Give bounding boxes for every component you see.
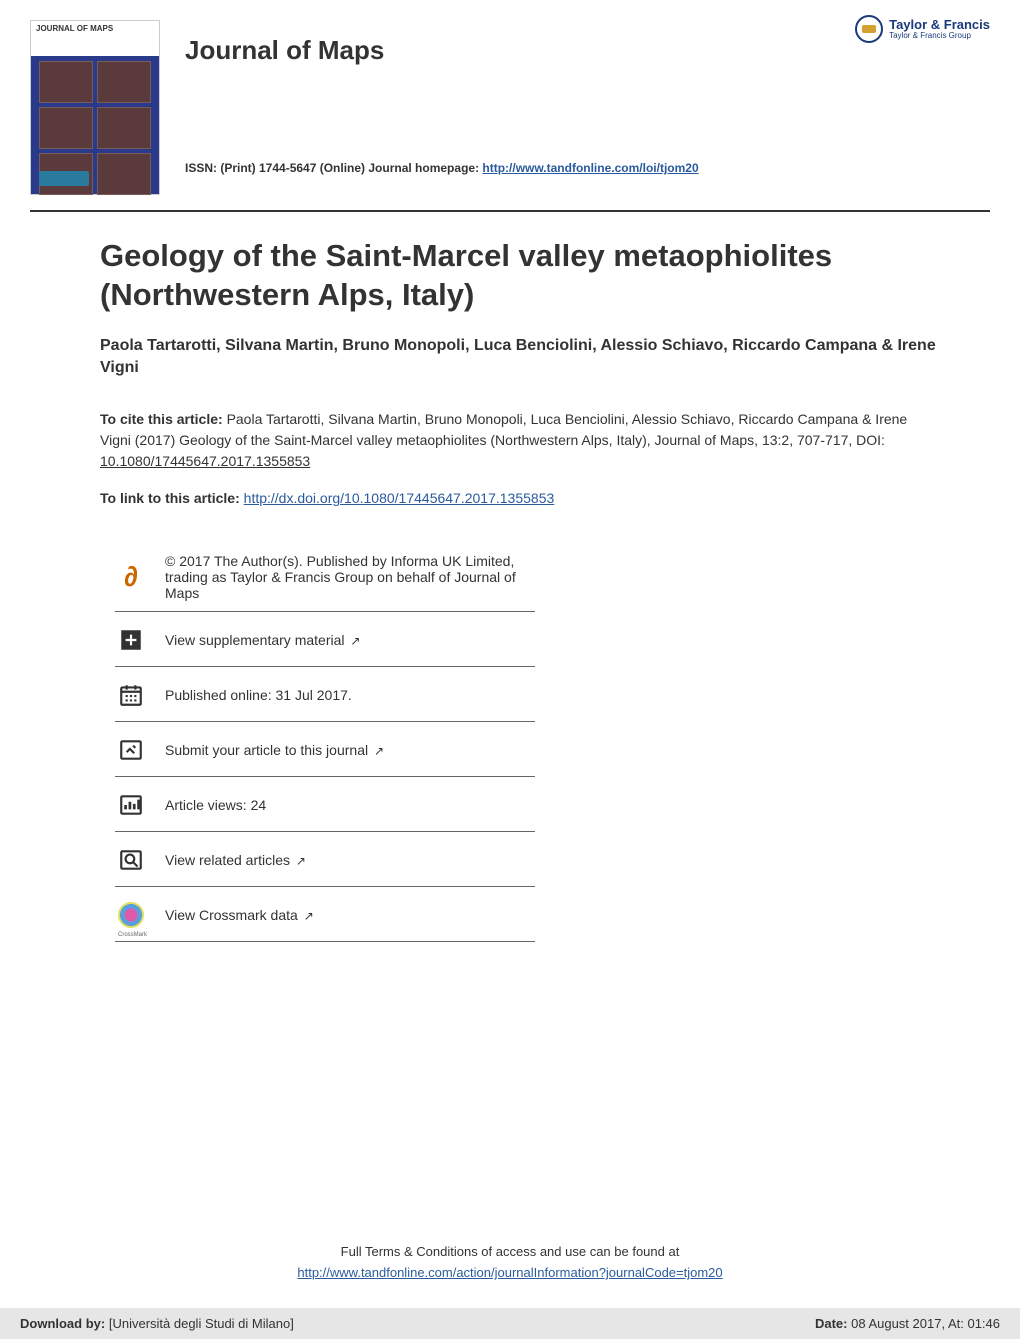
terms-line1: Full Terms & Conditions of access and us… [0, 1242, 1020, 1263]
download-by: Download by: [Università degli Studi di … [20, 1316, 294, 1331]
cover-publisher-badge [39, 171, 89, 186]
publisher-logo: Taylor & Francis Taylor & Francis Group [855, 15, 990, 43]
download-value: [Università degli Studi di Milano] [109, 1316, 294, 1331]
supplementary-text: View supplementary material [165, 632, 345, 648]
supplementary-icon [115, 624, 147, 656]
calendar-icon [115, 679, 147, 711]
journal-title-block: Journal of Maps ISSN: (Print) 1744-5647 … [185, 20, 990, 175]
issn-text: ISSN: (Print) 1744-5647 (Online) Journal… [185, 161, 482, 175]
publisher-name: Taylor & Francis [889, 18, 990, 31]
cover-cell [97, 107, 151, 149]
footer-terms: Full Terms & Conditions of access and us… [0, 1242, 1020, 1284]
external-link-icon: ↗ [374, 744, 384, 758]
cover-header: JOURNAL OF MAPS [31, 21, 159, 56]
taylor-francis-logo-icon [855, 15, 883, 43]
terms-url[interactable]: http://www.tandfonline.com/action/journa… [297, 1265, 722, 1280]
header-section: JOURNAL OF MAPS Journal of Maps ISSN: (P… [0, 0, 1020, 195]
supplementary-item[interactable]: View supplementary material ↗ [115, 612, 535, 667]
crossmark-label: CrossMark [118, 932, 147, 938]
submit-item[interactable]: Submit your article to this journal ↗ [115, 722, 535, 777]
crossmark-text: View Crossmark data [165, 907, 298, 923]
open-access-text: © 2017 The Author(s). Published by Infor… [165, 553, 535, 601]
cover-cell [97, 153, 151, 195]
date-label: Date: [815, 1316, 848, 1331]
article-authors: Paola Tartarotti, Silvana Martin, Bruno … [100, 335, 940, 380]
views-text: Article views: 24 [165, 797, 266, 813]
download-date: Date: 08 August 2017, At: 01:46 [815, 1316, 1000, 1331]
date-value: 08 August 2017, At: 01:46 [851, 1316, 1000, 1331]
footer-bar: Download by: [Università degli Studi di … [0, 1308, 1020, 1339]
published-text: Published online: 31 Jul 2017. [165, 687, 352, 703]
external-link-icon: ↗ [350, 634, 360, 648]
cover-cell [39, 61, 93, 103]
open-access-item: ∂ © 2017 The Author(s). Published by Inf… [115, 541, 535, 612]
cover-journal-title: JOURNAL OF MAPS [36, 24, 154, 33]
homepage-link[interactable]: http://www.tandfonline.com/loi/tjom20 [482, 161, 698, 175]
doi-link[interactable]: 10.1080/17445647.2017.1355853 [100, 453, 310, 469]
external-link-icon: ↗ [296, 854, 306, 868]
views-item: Article views: 24 [115, 777, 535, 832]
citation-block: To cite this article: Paola Tartarotti, … [100, 409, 940, 472]
crossmark-item[interactable]: CrossMark View Crossmark data ↗ [115, 887, 535, 942]
journal-cover-thumbnail: JOURNAL OF MAPS [30, 20, 160, 195]
cite-label: To cite this article: [100, 411, 223, 427]
related-icon [115, 844, 147, 876]
link-line: To link to this article: http://dx.doi.o… [100, 490, 940, 506]
external-link-icon: ↗ [304, 909, 314, 923]
issn-line: ISSN: (Print) 1744-5647 (Online) Journal… [185, 161, 990, 175]
publisher-text-block: Taylor & Francis Taylor & Francis Group [889, 18, 990, 40]
views-icon [115, 789, 147, 821]
submit-text: Submit your article to this journal [165, 742, 368, 758]
publisher-subtext: Taylor & Francis Group [889, 31, 990, 40]
article-title: Geology of the Saint-Marcel valley metao… [100, 237, 940, 315]
published-item: Published online: 31 Jul 2017. [115, 667, 535, 722]
submit-icon [115, 734, 147, 766]
cover-cell [97, 61, 151, 103]
open-access-icon: ∂ [115, 561, 147, 593]
related-item[interactable]: View related articles ↗ [115, 832, 535, 887]
header-divider [30, 210, 990, 212]
related-text: View related articles [165, 852, 290, 868]
download-label: Download by: [20, 1316, 105, 1331]
cover-cell [39, 107, 93, 149]
crossmark-icon: CrossMark [115, 899, 147, 931]
link-label: To link to this article: [100, 490, 244, 506]
main-content: Geology of the Saint-Marcel valley metao… [0, 237, 1020, 942]
action-list: ∂ © 2017 The Author(s). Published by Inf… [115, 541, 535, 942]
article-doi-link[interactable]: http://dx.doi.org/10.1080/17445647.2017.… [244, 490, 555, 506]
